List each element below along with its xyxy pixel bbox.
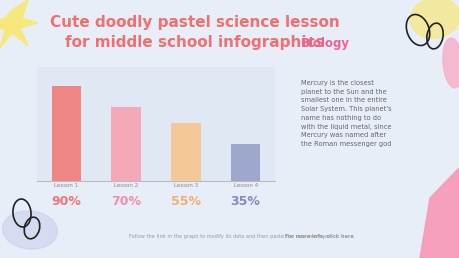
Text: Cute doodly pastel science lesson: Cute doodly pastel science lesson bbox=[50, 15, 340, 30]
Ellipse shape bbox=[3, 211, 57, 249]
Text: 70%: 70% bbox=[111, 195, 141, 208]
Bar bbox=[171, 123, 201, 181]
Text: 55%: 55% bbox=[171, 195, 201, 208]
Bar bbox=[111, 107, 141, 181]
Text: Mercury is the closest
planet to the Sun and the
smallest one in the entire
Sola: Mercury is the closest planet to the Sun… bbox=[301, 80, 391, 147]
Polygon shape bbox=[0, 0, 38, 48]
Text: 35%: 35% bbox=[230, 195, 261, 208]
Ellipse shape bbox=[443, 38, 459, 88]
Bar bbox=[231, 144, 261, 181]
Text: 90%: 90% bbox=[51, 195, 82, 208]
Polygon shape bbox=[420, 168, 459, 258]
Text: Biology: Biology bbox=[301, 37, 350, 50]
Bar bbox=[51, 86, 82, 181]
Text: for middle school infographics: for middle school infographics bbox=[65, 36, 325, 51]
Ellipse shape bbox=[410, 0, 459, 38]
Text: For more info, click here: For more info, click here bbox=[283, 233, 353, 239]
Text: Follow the link in the graph to modify its data and then paste the new one here.: Follow the link in the graph to modify i… bbox=[129, 233, 331, 239]
